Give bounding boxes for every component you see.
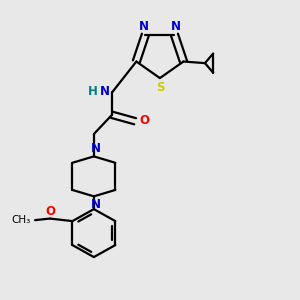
Text: H: H: [88, 85, 98, 98]
Text: N: N: [91, 198, 100, 211]
Text: N: N: [100, 85, 110, 98]
Text: O: O: [139, 114, 149, 127]
Text: S: S: [156, 81, 164, 94]
Text: N: N: [91, 142, 100, 155]
Text: O: O: [45, 205, 55, 218]
Text: N: N: [171, 20, 181, 33]
Text: CH₃: CH₃: [11, 215, 30, 225]
Text: N: N: [139, 20, 149, 33]
